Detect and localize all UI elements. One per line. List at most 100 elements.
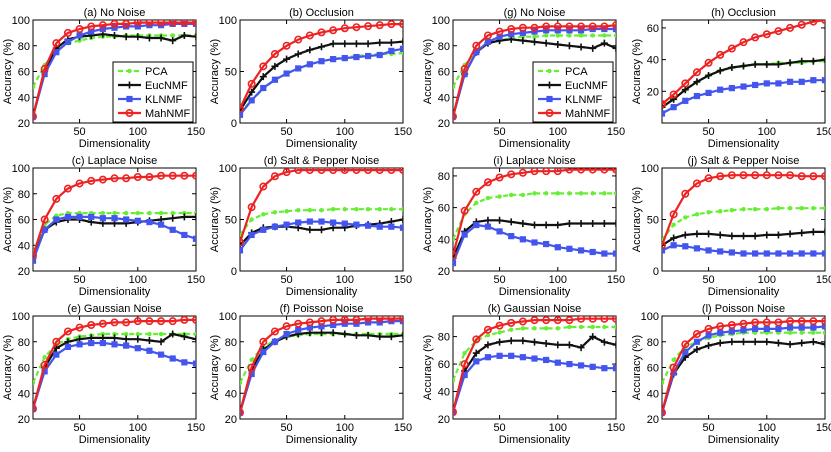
y-axis-label: Accuracy (%) — [422, 187, 434, 252]
legend-label-mahnmf: MahNMF — [145, 108, 191, 120]
data-point-pca — [33, 380, 36, 386]
y-axis-label: Accuracy (%) — [631, 187, 643, 252]
data-point-mahnmf — [662, 99, 666, 108]
x-axis-label: Dimensionality — [499, 138, 571, 150]
data-point-mahnmf — [518, 317, 527, 326]
data-point-mahnmf — [399, 316, 403, 323]
data-point-eucnmf — [169, 330, 177, 338]
x-tick-label: 150 — [607, 126, 625, 138]
data-point-eucnmf — [681, 86, 689, 94]
data-point-mahnmf — [727, 44, 736, 53]
x-tick-label: 50 — [280, 422, 292, 434]
data-point-eucnmf — [352, 40, 360, 48]
data-point-klnmf — [601, 250, 608, 257]
data-point-klnmf — [271, 76, 279, 83]
data-point-eucnmf — [681, 231, 689, 239]
data-point-klnmf — [484, 354, 492, 361]
data-point-eucnmf — [387, 39, 395, 47]
data-point-eucnmf — [577, 219, 585, 227]
data-point-klnmf — [123, 342, 130, 349]
data-point-mahnmf — [786, 23, 795, 32]
data-point-eucnmf — [531, 338, 538, 346]
data-point-mahnmf — [375, 316, 384, 323]
data-point-mahnmf — [774, 27, 783, 36]
data-point-pca — [787, 330, 793, 335]
data-point-klnmf — [76, 341, 83, 348]
data-point-eucnmf — [192, 335, 196, 343]
data-point-klnmf — [295, 327, 302, 334]
data-point-klnmf — [64, 213, 72, 221]
data-point-mahnmf — [98, 21, 107, 30]
data-point-mahnmf — [542, 22, 551, 31]
y-axis-label: Accuracy (%) — [631, 39, 643, 104]
y-tick-label: 100 — [432, 15, 450, 27]
data-point-klnmf — [364, 222, 372, 229]
data-point-mahnmf — [762, 30, 771, 39]
x-axis-label: Dimensionality — [79, 138, 151, 150]
data-point-klnmf — [519, 236, 526, 243]
data-point-mahnmf — [600, 22, 609, 31]
data-point-eucnmf — [472, 349, 480, 357]
legend-label-pca: PCA — [565, 66, 588, 78]
y-tick-label: 40 — [18, 240, 30, 252]
y-tick-label: 40 — [647, 388, 659, 400]
data-point-mahnmf — [821, 317, 825, 326]
x-axis-label: Dimensionality — [286, 434, 358, 446]
data-point-klnmf — [169, 355, 176, 362]
data-point-klnmf — [123, 216, 130, 223]
data-point-eucnmf — [134, 33, 142, 41]
chart-panel-3: (g) No Noise 20 40 60 80 100 50 100 150 Dimension… — [422, 7, 625, 150]
chart-title: (f) Poisson Noise — [280, 303, 364, 315]
data-point-klnmf — [473, 221, 480, 229]
y-tick-label: 0 — [653, 266, 659, 278]
legend-label-pca: PCA — [145, 66, 168, 78]
chart-title: (l) Poisson Noise — [702, 303, 785, 315]
data-point-eucnmf — [716, 231, 724, 239]
data-point-eucnmf — [341, 330, 349, 338]
data-point-klnmf — [53, 216, 60, 223]
data-point-eucnmf — [496, 338, 504, 346]
data-point-pca — [158, 210, 164, 216]
data-point-klnmf — [717, 329, 724, 336]
data-point-eucnmf — [387, 333, 395, 341]
data-point-mahnmf — [530, 23, 539, 32]
data-point-pca — [543, 191, 549, 196]
data-point-klnmf — [566, 245, 573, 252]
data-point-klnmf — [295, 219, 302, 226]
x-tick-label: 50 — [493, 126, 505, 138]
chart-title: (a) No Noise — [84, 7, 146, 19]
data-point-klnmf — [283, 221, 290, 228]
y-tick-label: 100 — [12, 311, 30, 323]
data-point-pca — [662, 380, 665, 386]
data-point-mahnmf — [282, 41, 291, 50]
data-point-pca — [706, 210, 711, 215]
data-point-mahnmf — [305, 318, 314, 327]
chart-title: (i) Laplace Noise — [493, 155, 576, 167]
plot-area — [452, 167, 617, 272]
y-tick-label: 80 — [647, 337, 659, 349]
chart-title: (b) Occlusion — [289, 7, 354, 19]
data-point-eucnmf — [774, 339, 782, 347]
data-point-klnmf — [717, 86, 724, 93]
data-point-mahnmf — [317, 317, 326, 326]
data-point-mahnmf — [681, 79, 690, 88]
data-point-mahnmf — [87, 22, 96, 31]
data-point-klnmf — [260, 348, 267, 356]
y-tick-label: 40 — [647, 55, 659, 67]
data-point-mahnmf — [40, 360, 49, 369]
data-point-mahnmf — [157, 20, 166, 27]
chart-panel-7: (i) Laplace Noise 20 40 60 80 50 100 150 Dimensi… — [422, 155, 625, 298]
x-tick-label: 100 — [758, 126, 776, 138]
chart-title: (g) No Noise — [504, 7, 566, 19]
data-point-mahnmf — [809, 20, 818, 26]
data-point-pca — [764, 207, 769, 212]
data-point-eucnmf — [111, 334, 118, 342]
plot-area — [452, 315, 617, 420]
data-point-klnmf — [318, 323, 325, 330]
data-point-mahnmf — [739, 38, 748, 47]
data-point-mahnmf — [588, 22, 597, 31]
data-point-mahnmf — [352, 168, 361, 175]
data-point-mahnmf — [294, 168, 303, 175]
x-axis-label: Dimensionality — [286, 138, 358, 150]
data-point-klnmf — [601, 365, 608, 372]
